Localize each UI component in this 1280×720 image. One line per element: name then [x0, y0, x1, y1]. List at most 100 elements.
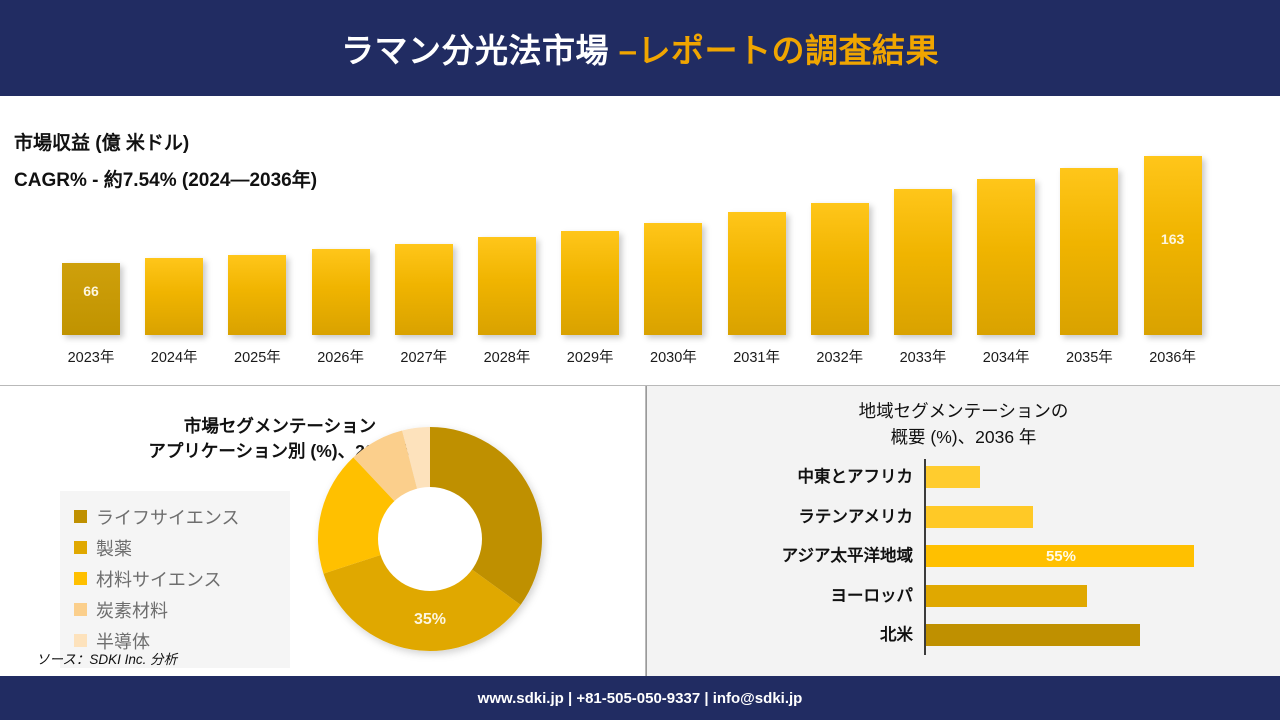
revenue-bar — [894, 189, 952, 335]
revenue-bar — [977, 179, 1036, 335]
bar-column: 2024年 — [145, 258, 204, 366]
region-bar — [926, 466, 980, 488]
revenue-bar: 66 — [62, 263, 120, 335]
legend-item: 半導体 — [74, 625, 280, 656]
market-revenue-label: 市場収益 (億 米ドル) — [14, 133, 190, 154]
legend-item-label: ライフサイエンス — [96, 507, 240, 528]
bar-category-label: 2027年 — [400, 350, 448, 366]
bar-column: 2031年 — [727, 212, 786, 366]
region-row: ラテンアメリカ — [647, 502, 1280, 532]
region-row: 北米 — [647, 620, 1280, 650]
legend-swatch-icon — [74, 541, 87, 554]
revenue-bar — [145, 258, 204, 335]
bar-column: 163 2036年 — [1143, 156, 1202, 366]
region-row: 中東とアフリカ — [647, 462, 1280, 492]
region-title-line1: 地域セグメンテーションの — [858, 401, 1069, 421]
segmentation-panel: 市場セグメンテーション アプリケーション別 (%)、2036年 ライフサイエンス… — [0, 386, 645, 676]
region-bar-value-label: 55% — [1045, 548, 1076, 565]
region-bar — [926, 624, 1140, 646]
page-footer: www.sdki.jp | +81-505-050-9337 | info@sd… — [0, 676, 1280, 720]
panel-divider — [645, 386, 646, 676]
legend-item: 炭素材料 — [74, 594, 280, 625]
region-axis-line — [924, 459, 926, 655]
page-title-sub: –レポートの調査結果 — [618, 32, 940, 69]
kpi-block: 市場収益 (億 米ドル) CAGR% - 約7.54% (2024―2036年) — [14, 134, 317, 190]
footer-contact: www.sdki.jp | +81-505-050-9337 | info@sd… — [477, 689, 803, 707]
bar-category-label: 2035年 — [1066, 350, 1113, 366]
bar-category-label: 2036年 — [1149, 350, 1196, 366]
region-bar — [926, 584, 1087, 607]
bar-category-label: 2024年 — [150, 350, 198, 366]
bar-category-label: 2028年 — [483, 350, 531, 366]
page-title: ラマン分光法市場 –レポートの調査結果 — [341, 24, 939, 72]
legend-item-label: 製薬 — [96, 538, 132, 559]
region-title: 地域セグメンテーションの 概要 (%)、2036 年 — [647, 398, 1280, 451]
bar-category-label: 2029年 — [566, 350, 614, 366]
legend-item: 製薬 — [74, 532, 280, 563]
legend-item-label: 半導体 — [96, 631, 150, 652]
cagr-label: CAGR% - 約7.54% (2024―2036年) — [14, 170, 318, 191]
bar-column: 2029年 — [561, 231, 620, 366]
region-bar: 55% — [926, 545, 1194, 567]
bar-column: 66 2023年 — [62, 263, 120, 366]
bar-column: 2033年 — [894, 189, 952, 366]
page-header: ラマン分光法市場 –レポートの調査結果 — [0, 0, 1280, 96]
donut-slice — [323, 539, 521, 651]
bar-column: 2035年 — [1060, 168, 1119, 366]
bar-column: 2027年 — [394, 244, 453, 366]
bar-column: 2028年 — [478, 237, 536, 366]
bar-category-label: 2034年 — [982, 350, 1030, 366]
bar-column: 2034年 — [977, 179, 1036, 366]
legend-item-label: 材料サイエンス — [96, 569, 222, 590]
region-row: アジア太平洋地域 55% — [647, 541, 1280, 571]
revenue-chart-section: 市場収益 (億 米ドル) CAGR% - 約7.54% (2024―2036年)… — [0, 96, 1280, 427]
region-category-label: ラテンアメリカ — [798, 507, 913, 526]
region-category-label: 中東とアフリカ — [797, 468, 914, 486]
region-title-line2: 概要 (%)、2036 年 — [890, 427, 1037, 448]
bar-category-label: 2023年 — [67, 350, 115, 366]
bar-column: 2025年 — [228, 255, 287, 366]
region-panel: 地域セグメンテーションの 概要 (%)、2036 年 中東とアフリカ ラテンアメリ… — [646, 386, 1280, 676]
region-category-label: 北米 — [880, 626, 913, 644]
segmentation-title-line1: 市場セグメンテーション — [183, 416, 377, 436]
revenue-bar — [561, 231, 620, 335]
donut-highlight-label: 35% — [413, 611, 447, 628]
revenue-bar — [1060, 168, 1119, 335]
legend-item: 材料サイエンス — [74, 563, 280, 594]
revenue-bar — [810, 203, 869, 335]
bar-category-label: 2033年 — [899, 350, 947, 366]
revenue-bar: 163 — [1143, 156, 1202, 335]
region-category-label: ヨーロッパ — [830, 586, 914, 605]
bar-column: 2032年 — [810, 203, 869, 366]
revenue-bar — [478, 237, 536, 335]
revenue-bar-chart: 66 2023年 2024年 2025年 2026年 2027年 2028年 2029年 203… — [0, 96, 1280, 381]
bar-column: 2030年 — [644, 223, 703, 366]
legend-swatch-icon — [74, 634, 87, 647]
segmentation-title: 市場セグメンテーション アプリケーション別 (%)、2036年 — [0, 414, 560, 465]
bar-value-label: 66 — [83, 283, 99, 299]
revenue-bar — [394, 244, 453, 335]
legend-swatch-icon — [74, 510, 87, 523]
bar-category-label: 2031年 — [733, 350, 780, 366]
legend-item-label: 炭素材料 — [96, 600, 168, 621]
legend-swatch-icon — [74, 572, 87, 585]
bar-value-label: 163 — [1160, 231, 1185, 247]
bar-category-label: 2032年 — [816, 350, 864, 366]
source-note: ソース：SDKI Inc. 分析 — [36, 652, 178, 667]
revenue-bar — [311, 249, 370, 335]
bar-category-label: 2025年 — [234, 350, 281, 366]
segmentation-title-line2: アプリケーション別 (%)、2036年 — [148, 441, 412, 462]
bar-category-label: 2030年 — [650, 350, 697, 366]
region-row: ヨーロッパ — [647, 581, 1280, 611]
revenue-bar — [644, 223, 703, 335]
region-bar — [926, 505, 1033, 528]
bar-column: 2026年 — [311, 249, 370, 366]
legend-item: ライフサイエンス — [74, 501, 280, 532]
donut-svg — [318, 427, 543, 651]
bar-category-label: 2026年 — [317, 350, 364, 366]
donut-slice — [430, 427, 543, 605]
revenue-bar — [228, 255, 287, 335]
segmentation-legend: ライフサイエンス 製薬材料サイエンス 炭素材料半導体 — [60, 491, 290, 668]
page-title-main: ラマン分光法市場 — [340, 32, 619, 69]
